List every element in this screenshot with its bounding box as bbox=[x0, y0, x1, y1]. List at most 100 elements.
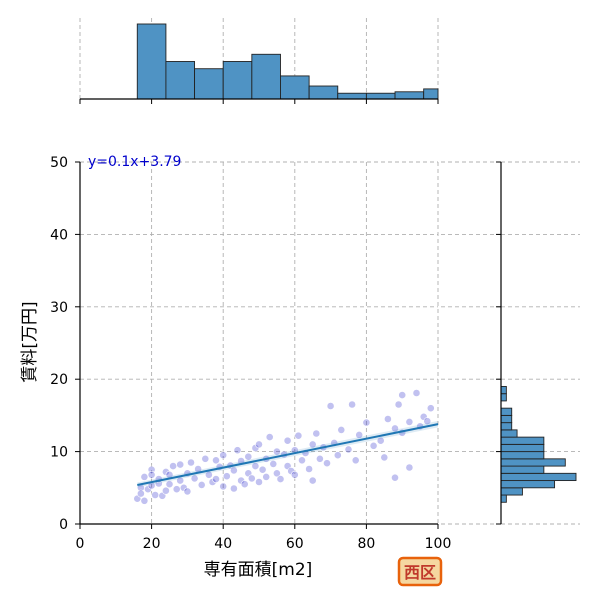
scatter-point bbox=[355, 430, 364, 439]
scatter-point bbox=[269, 459, 278, 468]
y-tick-label: 0 bbox=[59, 517, 68, 533]
scatter-point bbox=[298, 456, 306, 465]
y-tick-label: 20 bbox=[50, 372, 68, 388]
scatter-point bbox=[187, 458, 195, 467]
main-grid bbox=[79, 161, 439, 525]
scatter-point bbox=[333, 451, 342, 460]
scatter-point bbox=[423, 417, 432, 426]
scatter-point bbox=[323, 459, 331, 468]
scatter-point bbox=[140, 472, 149, 481]
scatter-point bbox=[312, 429, 321, 438]
right-hist-bar bbox=[500, 458, 566, 467]
scatter-point bbox=[255, 478, 263, 486]
scatter-point bbox=[305, 465, 313, 473]
scatter-point bbox=[212, 475, 220, 483]
scatter-point bbox=[405, 417, 414, 426]
top-hist-bar bbox=[165, 61, 196, 100]
scatter-point bbox=[426, 404, 435, 413]
top-hist-bar bbox=[365, 92, 396, 100]
right-hist-bar bbox=[500, 429, 518, 438]
scatter-point bbox=[183, 487, 192, 496]
right-hist-bar bbox=[500, 487, 523, 496]
top-hist-bar bbox=[280, 75, 310, 100]
scatter-point bbox=[391, 473, 399, 482]
right-hist-bar bbox=[500, 465, 545, 474]
top-hist-bar bbox=[251, 53, 281, 100]
scatter-point bbox=[161, 486, 170, 495]
right-hist-bar bbox=[500, 451, 545, 460]
y-tick-label: 40 bbox=[50, 227, 68, 243]
scatter-points bbox=[133, 389, 435, 505]
right-hist-bar bbox=[500, 480, 556, 489]
scatter-point bbox=[255, 440, 263, 449]
scatter-point bbox=[376, 436, 385, 445]
y-tick-label: 50 bbox=[50, 155, 68, 171]
x-tick-label: 100 bbox=[425, 536, 452, 552]
scatter-point bbox=[212, 456, 220, 465]
right-hist-bar bbox=[500, 393, 507, 402]
scatter-point bbox=[398, 391, 407, 399]
top-marginal-histogram bbox=[79, 18, 439, 104]
right-hist-bar bbox=[500, 385, 507, 395]
scatter-point bbox=[326, 402, 335, 410]
scatter-point bbox=[172, 485, 181, 494]
scatter-point bbox=[380, 453, 389, 462]
scatter-point bbox=[265, 433, 274, 441]
scatter-point bbox=[351, 456, 360, 465]
scatter-point bbox=[251, 462, 260, 470]
right-marginal-axes bbox=[496, 161, 502, 525]
top-hist-bar bbox=[308, 85, 339, 100]
scatter-point bbox=[272, 447, 281, 456]
x-axis-title: 専有面積[m2] bbox=[204, 560, 313, 580]
right-hist-bar bbox=[500, 422, 513, 431]
region-badge-text: 西区 bbox=[404, 563, 436, 582]
right-hist-bar bbox=[500, 494, 507, 503]
scatter-point bbox=[247, 474, 256, 483]
top-hist-bar bbox=[222, 61, 253, 100]
scatter-point bbox=[140, 496, 149, 505]
right-marginal-histogram bbox=[500, 385, 577, 503]
scatter-point bbox=[147, 470, 156, 479]
top-hist-bar bbox=[136, 23, 167, 100]
right-hist-bar bbox=[500, 472, 577, 482]
scatter-point bbox=[308, 440, 317, 449]
scatter-point bbox=[276, 475, 285, 483]
scatter-point bbox=[222, 472, 231, 481]
scatter-point bbox=[258, 465, 267, 474]
scatter-point bbox=[383, 415, 392, 423]
regression-line bbox=[137, 423, 439, 486]
scatter-point bbox=[176, 460, 185, 469]
scatter-point bbox=[169, 462, 177, 470]
scatter-point bbox=[190, 474, 199, 483]
scatter-point bbox=[283, 436, 292, 445]
scatter-point bbox=[337, 425, 346, 434]
top-hist-bar bbox=[394, 91, 425, 100]
main-axes: 0 20 40 60 80 100 0 10 20 30 40 50 bbox=[50, 155, 451, 552]
scatter-point bbox=[136, 489, 145, 498]
scatter-point bbox=[233, 446, 242, 455]
scatter-point bbox=[219, 482, 228, 491]
x-tick-label: 0 bbox=[76, 536, 85, 552]
scatter-point bbox=[262, 472, 271, 481]
right-marginal-grid bbox=[438, 161, 580, 525]
scatter-point bbox=[412, 389, 421, 397]
scatter-point bbox=[151, 491, 160, 499]
scatter-point bbox=[394, 400, 403, 409]
top-hist-bar bbox=[194, 68, 224, 100]
region-badge bbox=[397, 556, 443, 587]
scatter-point bbox=[348, 400, 356, 409]
scatter-point bbox=[294, 431, 303, 440]
scatter-point bbox=[201, 454, 210, 463]
scatter-point bbox=[165, 480, 174, 489]
right-hist-bar bbox=[500, 407, 513, 416]
scatter-point bbox=[197, 480, 206, 489]
scatter-point bbox=[315, 454, 324, 463]
y-tick-label: 30 bbox=[50, 300, 68, 316]
scatter-point bbox=[229, 484, 238, 493]
scatter-point bbox=[219, 451, 228, 460]
x-tick-label: 80 bbox=[357, 536, 375, 552]
top-hist-bar bbox=[423, 88, 439, 100]
scatter-point bbox=[308, 476, 317, 485]
scatter-point bbox=[405, 463, 414, 472]
